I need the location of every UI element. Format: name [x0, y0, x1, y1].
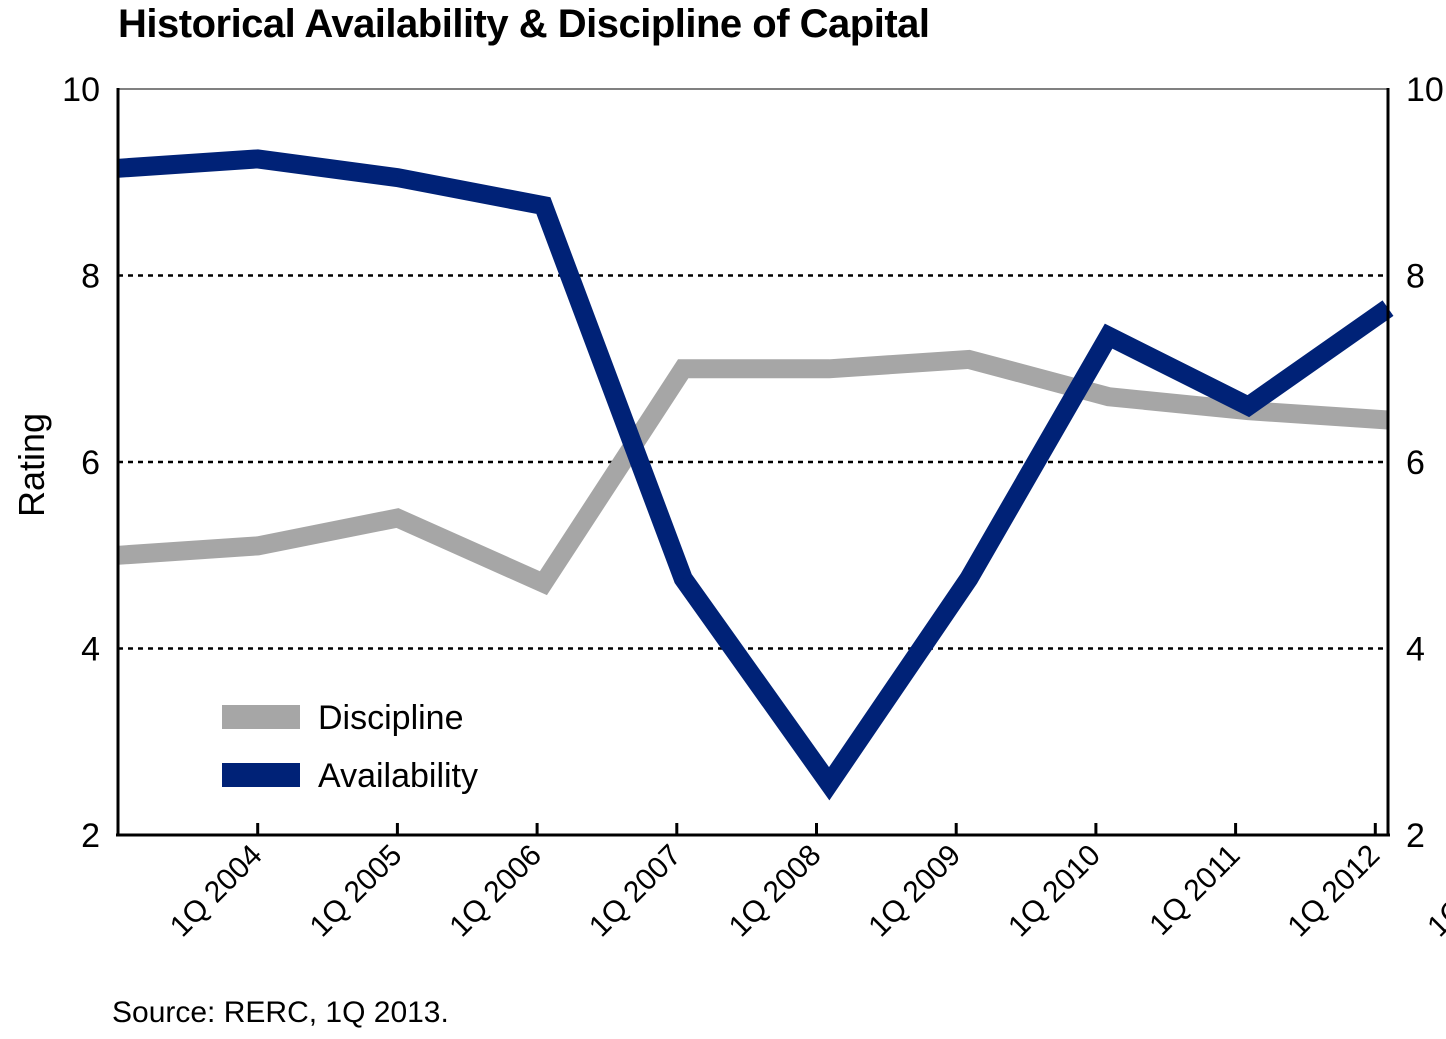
- y-axis-label: Rating: [11, 413, 52, 517]
- data-point-availability: [1247, 405, 1249, 407]
- x-tick-label: 1Q 2009: [862, 839, 967, 944]
- right-y-tick-label: 4: [1406, 631, 1425, 669]
- right-y-tick-label: 6: [1406, 444, 1425, 482]
- y-tick-label: 10: [62, 71, 100, 109]
- x-tick-label: 1Q 2013: [1421, 839, 1446, 944]
- right-y-tick-label: 8: [1406, 258, 1425, 296]
- data-point-availability: [968, 578, 970, 580]
- data-point-availability: [682, 578, 684, 580]
- x-tick-label: 1Q 2008: [723, 839, 828, 944]
- right-y-tick-label: 10: [1406, 71, 1444, 109]
- y-tick-label: 4: [81, 631, 100, 669]
- x-tick-label: 1Q 2007: [583, 839, 688, 944]
- data-point-availability: [828, 783, 830, 785]
- data-point-discipline: [968, 358, 970, 360]
- x-tick-label: 1Q 2011: [1143, 839, 1246, 942]
- source-note: Source: RERC, 1Q 2013.: [112, 996, 449, 1029]
- data-point-availability: [1108, 335, 1110, 337]
- x-tick-label: 1Q 2005: [304, 839, 409, 944]
- data-point-discipline: [1108, 396, 1110, 398]
- gridlines: [118, 274, 1388, 650]
- legend-label-discipline: Discipline: [318, 699, 464, 737]
- plot-frame: [116, 88, 1390, 837]
- data-point-discipline: [396, 517, 398, 519]
- legend-label-availability: Availability: [318, 757, 478, 795]
- x-tick-label: 1Q 2012: [1282, 839, 1387, 944]
- data-point-availability: [257, 158, 259, 160]
- data-point-availability: [396, 177, 398, 179]
- series-line-availability: [117, 149, 1394, 801]
- data-point-discipline: [828, 368, 830, 370]
- data-point-discipline: [257, 545, 259, 547]
- legend-swatch-availability: [222, 763, 300, 787]
- x-tick-label: 1Q 2010: [1002, 839, 1107, 944]
- data-point-discipline: [682, 368, 684, 370]
- y-tick-label: 6: [81, 444, 100, 482]
- chart-title: Historical Availability & Discipline of …: [118, 2, 930, 46]
- legend: Discipline Availability: [222, 699, 478, 795]
- series-lines: [117, 149, 1394, 801]
- y-tick-label: 2: [81, 817, 100, 855]
- y-tick-label: 8: [81, 258, 100, 296]
- right-y-tick-label: 2: [1406, 817, 1425, 855]
- series-line-discipline: [117, 349, 1389, 596]
- data-point-discipline: [542, 582, 544, 584]
- x-tick-label: 1Q 2004: [164, 839, 269, 944]
- axis-ticks: 2 4 6 8 10 2 4 6 8 10 1Q 2004 1Q 2005 1Q 2006 1Q 2007…: [62, 71, 1446, 943]
- x-tick-label: 1Q 2006: [443, 839, 548, 944]
- data-point-availability: [542, 205, 544, 207]
- legend-swatch-discipline: [222, 705, 300, 729]
